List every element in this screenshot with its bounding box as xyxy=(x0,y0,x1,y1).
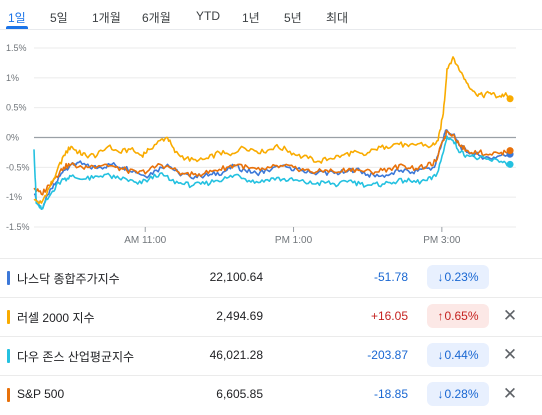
x-tick-label: PM 3:00 xyxy=(423,235,461,246)
chart-series xyxy=(33,56,511,210)
remove-icon[interactable]: ✕ xyxy=(502,306,518,325)
tab-max[interactable]: 최대 xyxy=(326,11,349,25)
index-comparison-chart[interactable]: 1.5% 1% 0.5% 0% -0.5% -1% -1.5% AM 11:00 PM 1:0… xyxy=(0,30,542,256)
y-tick-label: -1% xyxy=(6,192,22,202)
percent-change-badge: ↓0.28% xyxy=(427,382,489,406)
percent-change-badge: ↓0.44% xyxy=(427,343,489,367)
series-endpoint-dot-1 xyxy=(506,95,514,103)
time-range-tabs: 1일 5일 1개월 6개월 YTD 1년 5년 최대 xyxy=(0,0,542,32)
tab-6m[interactable]: 6개월 xyxy=(142,11,171,25)
tab-1y[interactable]: 1년 xyxy=(242,11,260,25)
y-tick-label: 0% xyxy=(6,133,19,143)
series-line-1 xyxy=(33,56,511,205)
tab-5d[interactable]: 5일 xyxy=(50,11,68,25)
arrow-down-icon: ↓ xyxy=(437,387,444,401)
index-name: S&P 500 xyxy=(17,387,65,401)
percent-change-badge: ↑0.65% xyxy=(427,304,489,328)
x-tick-label: PM 1:00 xyxy=(275,235,313,246)
percent-change-value: 0.65% xyxy=(444,309,479,323)
index-row-nasdaq[interactable]: 나스닥 종합주가지수 22,100.64 -51.78 ↓0.23% xyxy=(0,258,542,298)
percent-change-value: 0.23% xyxy=(444,270,479,284)
tab-5y[interactable]: 5년 xyxy=(284,11,302,25)
index-row-sp500[interactable]: S&P 500 6,605.85 -18.85 ↓0.28% ✕ xyxy=(0,375,542,415)
index-price: 6,605.85 xyxy=(216,387,263,401)
index-row-dow[interactable]: 다우 존스 산업평균지수 46,021.28 -203.87 ↓0.44% ✕ xyxy=(0,336,542,376)
y-tick-label: 1.5% xyxy=(6,43,27,53)
index-change: -51.78 xyxy=(373,270,408,284)
index-price: 2,494.69 xyxy=(216,309,263,323)
arrow-up-icon: ↑ xyxy=(437,309,444,323)
tab-ytd[interactable]: YTD xyxy=(196,9,220,23)
index-name: 러셀 2000 지수 xyxy=(17,311,95,325)
index-change: +16.05 xyxy=(370,309,408,323)
y-axis-ticks: 1.5% 1% 0.5% 0% -0.5% -1% -1.5% xyxy=(6,43,30,232)
series-line-3 xyxy=(33,129,511,196)
tab-1m[interactable]: 1개월 xyxy=(92,11,121,25)
series-color-swatch xyxy=(7,388,10,402)
y-tick-label: -0.5% xyxy=(6,162,30,172)
index-price: 22,100.64 xyxy=(209,270,263,284)
index-change: -18.85 xyxy=(373,387,408,401)
y-tick-label: 0.5% xyxy=(6,103,27,113)
remove-icon[interactable]: ✕ xyxy=(502,345,518,364)
series-color-swatch xyxy=(7,349,10,363)
y-tick-label: -1.5% xyxy=(6,222,30,232)
tabs-divider xyxy=(0,29,542,30)
index-name: 나스닥 종합주가지수 xyxy=(17,272,120,286)
index-change: -203.87 xyxy=(367,348,408,362)
index-price: 46,021.28 xyxy=(209,348,263,362)
series-endpoints xyxy=(506,95,514,168)
series-endpoint-dot-3 xyxy=(506,147,514,155)
series-color-swatch xyxy=(7,310,10,324)
percent-change-value: 0.28% xyxy=(444,387,479,401)
x-tick-label: AM 11:00 xyxy=(124,235,166,246)
y-tick-label: 1% xyxy=(6,73,19,83)
percent-change-value: 0.44% xyxy=(444,348,479,362)
arrow-down-icon: ↓ xyxy=(437,270,444,284)
tab-1d[interactable]: 1일 xyxy=(8,11,26,25)
series-line-2 xyxy=(33,135,511,210)
arrow-down-icon: ↓ xyxy=(437,348,444,362)
x-axis-ticks: AM 11:00 PM 1:00 PM 3:00 xyxy=(124,227,461,246)
percent-change-badge: ↓0.23% xyxy=(427,265,489,289)
index-name: 다우 존스 산업평균지수 xyxy=(17,350,135,364)
index-row-russell[interactable]: 러셀 2000 지수 2,494.69 +16.05 ↑0.65% ✕ xyxy=(0,297,542,337)
remove-icon[interactable]: ✕ xyxy=(502,384,518,403)
series-color-swatch xyxy=(7,271,10,285)
series-endpoint-dot-2 xyxy=(506,160,514,168)
active-tab-indicator xyxy=(6,26,28,29)
